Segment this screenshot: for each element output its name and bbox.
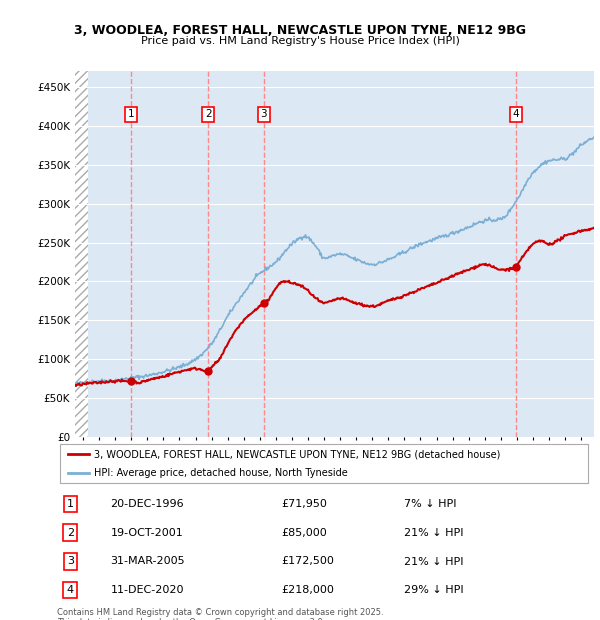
Text: 2: 2 bbox=[205, 109, 212, 119]
Text: £85,000: £85,000 bbox=[281, 528, 327, 538]
Text: 7% ↓ HPI: 7% ↓ HPI bbox=[404, 499, 457, 509]
FancyBboxPatch shape bbox=[59, 445, 589, 483]
Text: £218,000: £218,000 bbox=[281, 585, 334, 595]
Text: 3, WOODLEA, FOREST HALL, NEWCASTLE UPON TYNE, NE12 9BG: 3, WOODLEA, FOREST HALL, NEWCASTLE UPON … bbox=[74, 24, 526, 37]
Text: 1: 1 bbox=[127, 109, 134, 119]
Text: 1: 1 bbox=[67, 499, 74, 509]
Text: 3, WOODLEA, FOREST HALL, NEWCASTLE UPON TYNE, NE12 9BG (detached house): 3, WOODLEA, FOREST HALL, NEWCASTLE UPON … bbox=[94, 450, 501, 459]
Text: 31-MAR-2005: 31-MAR-2005 bbox=[110, 557, 185, 567]
Text: 2: 2 bbox=[67, 528, 74, 538]
Text: 11-DEC-2020: 11-DEC-2020 bbox=[110, 585, 184, 595]
Text: Contains HM Land Registry data © Crown copyright and database right 2025.
This d: Contains HM Land Registry data © Crown c… bbox=[57, 608, 383, 620]
Text: 4: 4 bbox=[67, 585, 74, 595]
Bar bbox=[75, 71, 88, 437]
Text: £172,500: £172,500 bbox=[281, 557, 334, 567]
Text: 4: 4 bbox=[513, 109, 520, 119]
Bar bbox=[75, 71, 88, 437]
Text: 19-OCT-2001: 19-OCT-2001 bbox=[110, 528, 183, 538]
Text: 3: 3 bbox=[67, 557, 74, 567]
Text: 20-DEC-1996: 20-DEC-1996 bbox=[110, 499, 184, 509]
Text: £71,950: £71,950 bbox=[281, 499, 327, 509]
Text: HPI: Average price, detached house, North Tyneside: HPI: Average price, detached house, Nort… bbox=[94, 468, 348, 478]
Text: Price paid vs. HM Land Registry's House Price Index (HPI): Price paid vs. HM Land Registry's House … bbox=[140, 36, 460, 46]
Text: 21% ↓ HPI: 21% ↓ HPI bbox=[404, 557, 464, 567]
Text: 21% ↓ HPI: 21% ↓ HPI bbox=[404, 528, 464, 538]
Text: 29% ↓ HPI: 29% ↓ HPI bbox=[404, 585, 464, 595]
Text: 3: 3 bbox=[260, 109, 267, 119]
